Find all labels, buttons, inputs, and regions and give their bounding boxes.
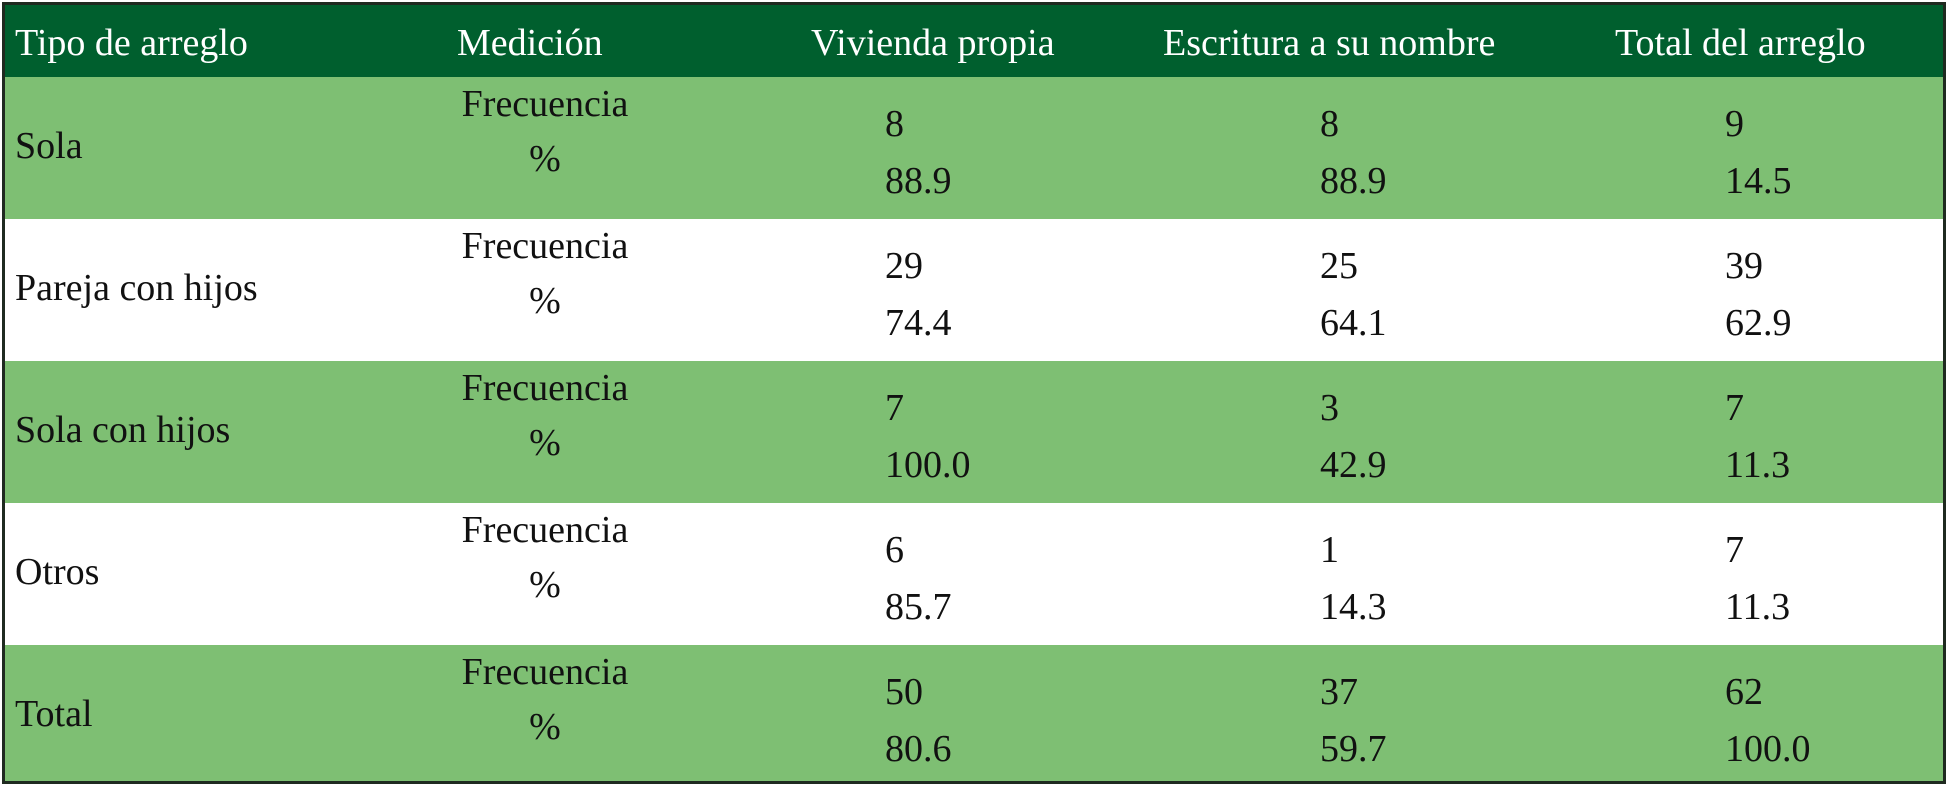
table-row: Otros Frecuencia % 6 85.7 1 14.3 7 11.3: [5, 503, 1943, 645]
header-deed: Escritura a su nombre: [1163, 22, 1496, 64]
own-home-percent: 80.6: [885, 728, 952, 770]
total-frequency: 39: [1725, 245, 1763, 287]
table-row: Pareja con hijos Frecuencia % 29 74.4 25…: [5, 219, 1943, 361]
header-total: Total del arreglo: [1615, 22, 1866, 64]
measure-percent-label: %: [529, 422, 561, 464]
measure-frequency-label: Frecuencia: [461, 651, 629, 693]
deed-percent: 64.1: [1320, 302, 1387, 344]
own-home-frequency: 50: [885, 671, 923, 713]
deed-frequency: 1: [1320, 529, 1339, 571]
deed-frequency: 3: [1320, 387, 1339, 429]
deed-frequency: 8: [1320, 103, 1339, 145]
row-category: Sola con hijos: [15, 409, 231, 451]
measure-percent-label: %: [529, 280, 561, 322]
measure-frequency-label: Frecuencia: [461, 225, 629, 267]
deed-frequency: 37: [1320, 671, 1358, 713]
total-percent: 11.3: [1725, 586, 1791, 628]
total-frequency: 7: [1725, 529, 1744, 571]
table-row-total: Total Frecuencia % 50 80.6 37 59.7 62 10…: [5, 645, 1943, 781]
measure-percent-label: %: [529, 564, 561, 606]
deed-percent: 88.9: [1320, 160, 1387, 202]
row-category: Pareja con hijos: [15, 267, 258, 309]
total-percent: 11.3: [1725, 444, 1791, 486]
measure-frequency-label: Frecuencia: [461, 509, 629, 551]
deed-frequency: 25: [1320, 245, 1358, 287]
deed-percent: 59.7: [1320, 728, 1387, 770]
header-category: Tipo de arreglo: [15, 22, 248, 64]
own-home-frequency: 6: [885, 529, 904, 571]
own-home-percent: 85.7: [885, 586, 952, 628]
measure-percent-label: %: [529, 706, 561, 748]
total-frequency: 9: [1725, 103, 1744, 145]
own-home-frequency: 8: [885, 103, 904, 145]
table-row: Sola Frecuencia % 8 88.9 8 88.9 9 14.5: [5, 77, 1943, 219]
own-home-percent: 88.9: [885, 160, 952, 202]
deed-percent: 14.3: [1320, 586, 1387, 628]
row-category: Otros: [15, 551, 100, 593]
measure-percent-label: %: [529, 138, 561, 180]
deed-percent: 42.9: [1320, 444, 1387, 486]
total-frequency: 62: [1725, 671, 1763, 713]
own-home-percent: 100.0: [885, 444, 971, 486]
table-row: Sola con hijos Frecuencia % 7 100.0 3 42…: [5, 361, 1943, 503]
measure-frequency-label: Frecuencia: [461, 83, 629, 125]
row-category: Sola: [15, 125, 83, 167]
total-percent: 14.5: [1725, 160, 1792, 202]
total-frequency: 7: [1725, 387, 1744, 429]
measure-frequency-label: Frecuencia: [461, 367, 629, 409]
own-home-frequency: 7: [885, 387, 904, 429]
row-category: Total: [15, 693, 93, 735]
own-home-percent: 74.4: [885, 302, 952, 344]
total-percent: 100.0: [1725, 728, 1811, 770]
own-home-frequency: 29: [885, 245, 923, 287]
header-measure: Medición: [457, 22, 603, 64]
table-header: Tipo de arreglo Medición Vivienda propia…: [5, 5, 1943, 77]
total-percent: 62.9: [1725, 302, 1792, 344]
header-own-home: Vivienda propia: [811, 22, 1055, 64]
